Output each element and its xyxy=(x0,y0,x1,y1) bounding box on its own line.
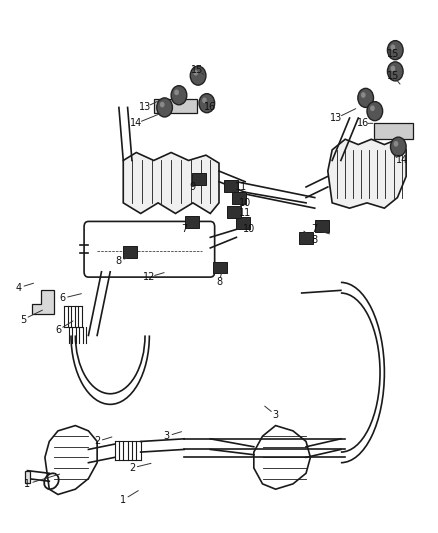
Text: 8: 8 xyxy=(116,256,122,266)
Circle shape xyxy=(194,70,198,76)
Polygon shape xyxy=(232,192,246,204)
Text: 8: 8 xyxy=(216,277,222,287)
Circle shape xyxy=(391,137,406,156)
Polygon shape xyxy=(224,181,238,192)
Text: 10: 10 xyxy=(239,198,251,208)
Polygon shape xyxy=(236,217,250,229)
Text: 3: 3 xyxy=(272,410,279,420)
Circle shape xyxy=(174,90,179,95)
Polygon shape xyxy=(25,471,30,483)
Circle shape xyxy=(171,86,187,105)
Text: 14: 14 xyxy=(130,118,142,128)
Text: 11: 11 xyxy=(235,182,247,192)
Text: 6: 6 xyxy=(55,325,61,335)
Text: 13: 13 xyxy=(139,102,151,112)
Text: 13: 13 xyxy=(330,113,343,123)
Circle shape xyxy=(394,141,398,147)
Circle shape xyxy=(358,88,374,108)
Circle shape xyxy=(190,66,206,85)
Text: 1: 1 xyxy=(120,495,126,505)
Circle shape xyxy=(202,98,207,103)
Polygon shape xyxy=(374,123,413,139)
Text: 16: 16 xyxy=(357,118,369,128)
Circle shape xyxy=(391,44,395,50)
Text: 5: 5 xyxy=(20,314,26,325)
Text: 6: 6 xyxy=(59,293,65,303)
Text: 7: 7 xyxy=(311,224,318,235)
Text: 3: 3 xyxy=(164,431,170,441)
Text: 1: 1 xyxy=(25,479,31,489)
Circle shape xyxy=(388,62,403,81)
Text: 2: 2 xyxy=(94,437,100,447)
Text: 9: 9 xyxy=(190,182,196,192)
Polygon shape xyxy=(299,232,313,244)
Text: 2: 2 xyxy=(129,463,135,473)
Text: 16: 16 xyxy=(204,102,216,112)
Text: 15: 15 xyxy=(387,50,399,59)
Text: 11: 11 xyxy=(239,208,251,219)
Circle shape xyxy=(388,41,403,60)
Circle shape xyxy=(160,102,165,108)
Circle shape xyxy=(361,92,366,98)
Text: 4: 4 xyxy=(16,282,22,293)
Polygon shape xyxy=(123,152,219,214)
Polygon shape xyxy=(32,290,53,314)
Polygon shape xyxy=(315,220,329,232)
Polygon shape xyxy=(185,216,198,228)
Text: 15: 15 xyxy=(191,66,203,75)
Text: 10: 10 xyxy=(244,224,256,235)
Text: 14: 14 xyxy=(396,156,408,165)
Text: 12: 12 xyxy=(143,272,155,282)
Text: 7: 7 xyxy=(181,224,187,235)
Polygon shape xyxy=(192,173,206,185)
Text: 8: 8 xyxy=(312,235,318,245)
Polygon shape xyxy=(154,100,197,113)
Polygon shape xyxy=(213,262,227,273)
Polygon shape xyxy=(328,139,406,208)
Circle shape xyxy=(367,102,383,120)
Polygon shape xyxy=(123,246,137,258)
Polygon shape xyxy=(227,206,241,218)
Circle shape xyxy=(199,94,215,113)
Circle shape xyxy=(370,106,375,111)
Text: 15: 15 xyxy=(387,70,399,80)
Circle shape xyxy=(391,66,395,71)
Circle shape xyxy=(157,98,173,117)
